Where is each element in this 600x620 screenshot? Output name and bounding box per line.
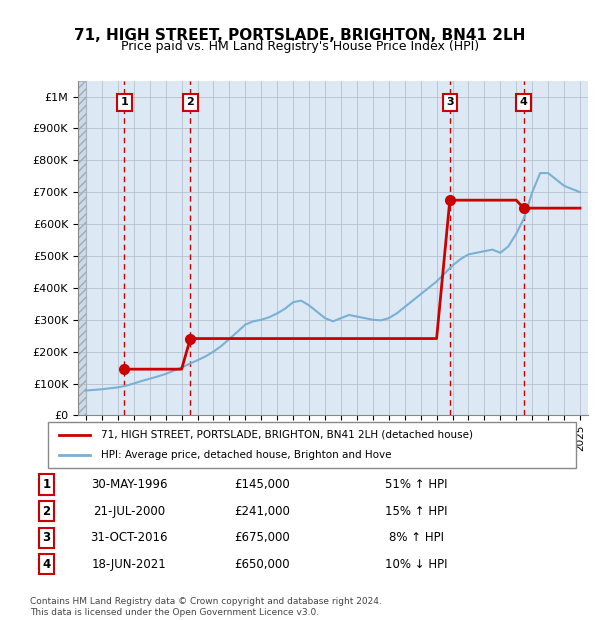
Text: Price paid vs. HM Land Registry's House Price Index (HPI): Price paid vs. HM Land Registry's House … — [121, 40, 479, 53]
Text: 15% ↑ HPI: 15% ↑ HPI — [385, 505, 448, 518]
Text: Contains HM Land Registry data © Crown copyright and database right 2024.
This d: Contains HM Land Registry data © Crown c… — [30, 598, 382, 617]
Text: 1: 1 — [43, 478, 50, 491]
Text: £241,000: £241,000 — [234, 505, 290, 518]
Text: 3: 3 — [446, 97, 454, 107]
Text: 10% ↓ HPI: 10% ↓ HPI — [385, 558, 448, 571]
Text: 4: 4 — [43, 558, 50, 571]
Text: 1: 1 — [121, 97, 128, 107]
Text: £675,000: £675,000 — [234, 531, 290, 544]
Text: 51% ↑ HPI: 51% ↑ HPI — [385, 478, 448, 491]
Text: 2: 2 — [43, 505, 50, 518]
Text: 31-OCT-2016: 31-OCT-2016 — [91, 531, 168, 544]
Text: 21-JUL-2000: 21-JUL-2000 — [93, 505, 166, 518]
Text: 71, HIGH STREET, PORTSLADE, BRIGHTON, BN41 2LH: 71, HIGH STREET, PORTSLADE, BRIGHTON, BN… — [74, 28, 526, 43]
FancyBboxPatch shape — [48, 422, 576, 468]
Text: £145,000: £145,000 — [234, 478, 290, 491]
Text: 2: 2 — [187, 97, 194, 107]
Text: 4: 4 — [520, 97, 527, 107]
Text: HPI: Average price, detached house, Brighton and Hove: HPI: Average price, detached house, Brig… — [101, 450, 391, 460]
Bar — [78, 81, 86, 415]
Bar — [78, 81, 86, 415]
Text: 3: 3 — [43, 531, 50, 544]
Text: £650,000: £650,000 — [234, 558, 290, 571]
Text: 18-JUN-2021: 18-JUN-2021 — [92, 558, 167, 571]
Text: 30-MAY-1996: 30-MAY-1996 — [91, 478, 167, 491]
Text: 71, HIGH STREET, PORTSLADE, BRIGHTON, BN41 2LH (detached house): 71, HIGH STREET, PORTSLADE, BRIGHTON, BN… — [101, 430, 473, 440]
Text: 8% ↑ HPI: 8% ↑ HPI — [389, 531, 444, 544]
